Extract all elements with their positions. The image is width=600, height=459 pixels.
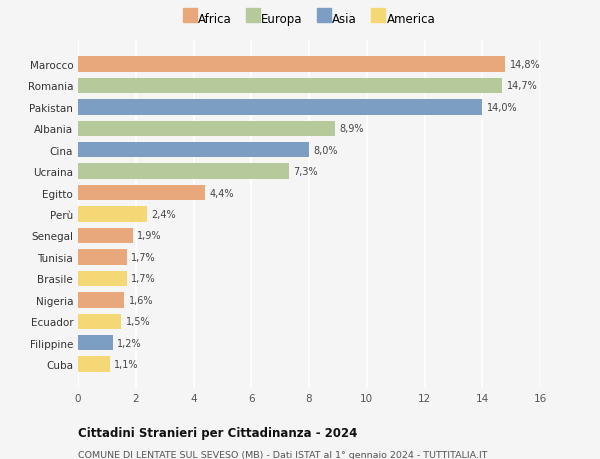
Bar [78, 143, 309, 158]
Bar [78, 228, 133, 244]
Text: 4,4%: 4,4% [209, 188, 234, 198]
Text: Cittadini Stranieri per Cittadinanza - 2024: Cittadini Stranieri per Cittadinanza - 2… [78, 426, 358, 439]
Bar [78, 164, 289, 179]
Bar [78, 121, 335, 137]
Bar [78, 100, 482, 115]
Bar [78, 57, 505, 73]
Text: 8,9%: 8,9% [340, 124, 364, 134]
Text: 2,4%: 2,4% [152, 210, 176, 219]
Text: COMUNE DI LENTATE SUL SEVESO (MB) - Dati ISTAT al 1° gennaio 2024 - TUTTITALIA.I: COMUNE DI LENTATE SUL SEVESO (MB) - Dati… [78, 450, 487, 459]
Bar [78, 314, 121, 329]
Text: 14,0%: 14,0% [487, 102, 517, 112]
Text: 8,0%: 8,0% [313, 146, 338, 155]
Bar [78, 207, 148, 222]
Text: 7,3%: 7,3% [293, 167, 318, 177]
Text: 1,6%: 1,6% [128, 295, 153, 305]
Bar [78, 292, 124, 308]
Text: 14,7%: 14,7% [507, 81, 538, 91]
Bar [78, 335, 113, 351]
Bar [78, 271, 127, 286]
Text: 1,9%: 1,9% [137, 231, 161, 241]
Text: 1,1%: 1,1% [114, 359, 139, 369]
Bar [78, 357, 110, 372]
Bar [78, 250, 127, 265]
Legend: Africa, Europa, Asia, America: Africa, Europa, Asia, America [182, 12, 436, 26]
Bar [78, 185, 205, 201]
Bar [78, 78, 502, 94]
Text: 1,7%: 1,7% [131, 252, 156, 263]
Text: 1,7%: 1,7% [131, 274, 156, 284]
Text: 1,5%: 1,5% [125, 317, 150, 327]
Text: 14,8%: 14,8% [509, 60, 541, 70]
Text: 1,2%: 1,2% [117, 338, 142, 348]
